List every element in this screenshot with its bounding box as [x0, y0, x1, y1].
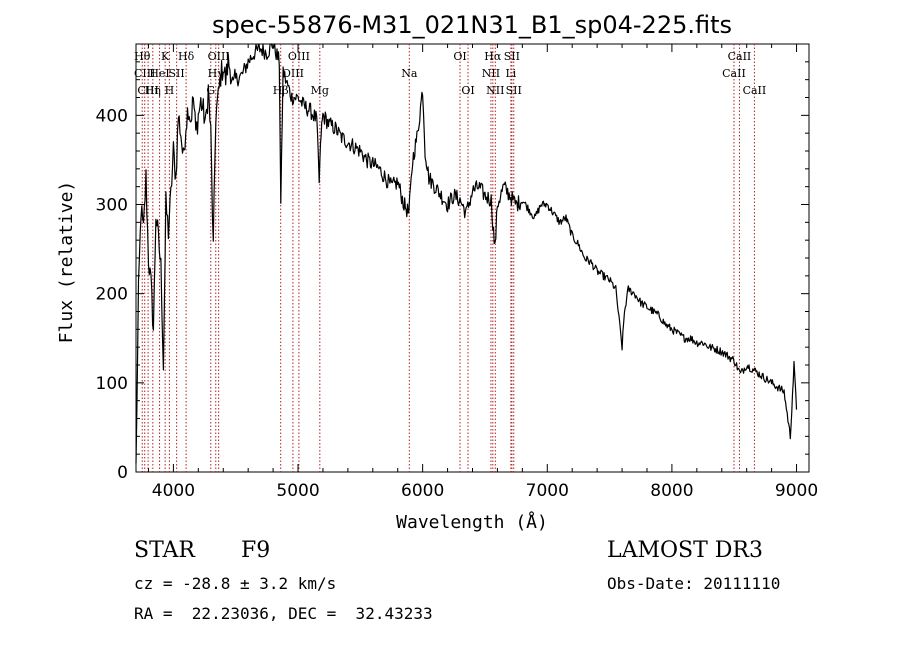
line-label-7: SII: [169, 67, 185, 80]
y-tick-label-4: 400: [96, 106, 128, 126]
survey-name: LAMOST DR3: [607, 538, 763, 563]
plot-area: HθCIIICIIIHηHeIKHSIIHδGHγOIIIHβOIIIOIIIM…: [96, 43, 818, 501]
line-label-4: HeI: [149, 67, 169, 80]
x-tick-label-3: 7000: [526, 481, 569, 501]
x-tick-label-0: 4000: [152, 481, 195, 501]
spectral-line-labels: HθCIIICIIIHηHeIKHSIIHδGHγOIIIHβOIIIOIIIM…: [134, 50, 766, 97]
line-label-9: G: [206, 84, 215, 97]
line-label-22: Li: [505, 67, 516, 80]
line-label-1: CIII: [134, 67, 155, 80]
line-label-11: OIII: [208, 50, 230, 63]
coordinates: RA = 22.23036, DEC = 32.43233: [134, 604, 433, 623]
x-tick-label-1: 5000: [276, 481, 319, 501]
line-label-27: CaII: [743, 84, 767, 97]
y-tick-label-0: 0: [117, 463, 128, 483]
axis-ticks: 4000 5000 6000 7000 8000 9000 0 100 200 300 400: [96, 44, 818, 501]
chart-title: spec-55876-M31_021N31_B1_sp04-225.fits: [212, 11, 732, 39]
line-label-15: Mg: [311, 84, 329, 97]
line-label-17: OI: [453, 50, 466, 63]
line-label-26: CaII: [728, 50, 752, 63]
redshift-velocity: cz = -28.8 ± 3.2 km/s: [134, 574, 337, 593]
spectral-subclass: F9: [241, 538, 271, 563]
line-label-14: OIII: [288, 50, 310, 63]
line-label-2: CIII: [137, 84, 158, 97]
flux-line: [135, 43, 798, 464]
line-label-25: CaII: [722, 67, 746, 80]
line-label-0: Hθ: [134, 50, 151, 63]
x-tick-label-5: 9000: [775, 481, 818, 501]
line-label-18: OI: [461, 84, 474, 97]
x-tick-label-4: 8000: [650, 481, 693, 501]
line-label-8: Hδ: [178, 50, 195, 63]
y-tick-label-1: 100: [96, 374, 128, 394]
line-label-21: NII: [486, 84, 504, 97]
observation-date: Obs-Date: 20111110: [607, 574, 781, 593]
y-tick-label-3: 300: [96, 196, 128, 216]
plot-frame: [135, 43, 810, 473]
line-label-24: SII: [506, 84, 522, 97]
line-label-23: SII: [504, 50, 520, 63]
line-label-10: Hγ: [208, 67, 225, 80]
x-axis-label: Wavelength (Å): [396, 511, 548, 533]
y-axis-label: Flux (relative): [56, 181, 77, 344]
spectral-lines: [141, 44, 755, 472]
line-label-12: Hβ: [273, 84, 289, 97]
x-tick-label-2: 6000: [401, 481, 444, 501]
object-class: STAR: [134, 538, 195, 563]
y-tick-label-2: 200: [96, 285, 128, 305]
line-label-19: NII: [482, 67, 500, 80]
line-label-3: Hη: [145, 84, 161, 97]
line-label-6: H: [165, 84, 175, 97]
line-label-20: Hα: [484, 50, 502, 63]
line-label-13: OIII: [282, 67, 304, 80]
line-label-16: Na: [401, 67, 418, 80]
line-label-5: K: [161, 50, 170, 63]
